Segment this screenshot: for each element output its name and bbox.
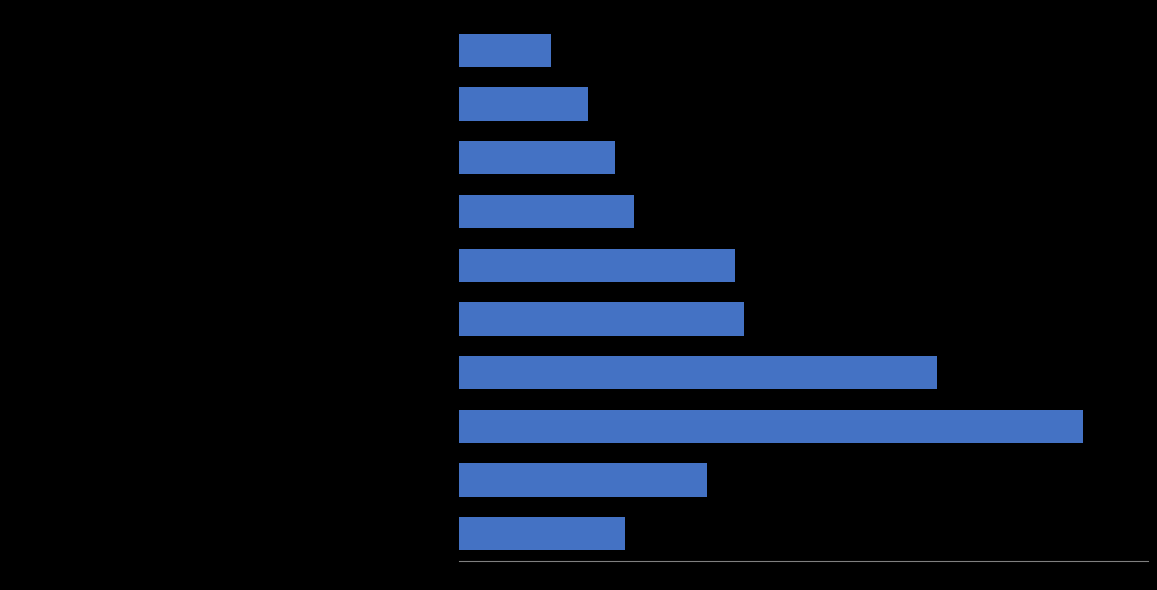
Bar bbox=[459, 141, 616, 175]
Bar bbox=[459, 517, 625, 550]
Bar bbox=[459, 195, 634, 228]
Bar bbox=[459, 248, 735, 282]
Bar bbox=[459, 87, 588, 121]
Bar bbox=[459, 302, 744, 336]
Bar bbox=[459, 34, 551, 67]
Bar bbox=[459, 356, 937, 389]
Bar bbox=[459, 409, 1083, 443]
Bar bbox=[459, 463, 707, 497]
